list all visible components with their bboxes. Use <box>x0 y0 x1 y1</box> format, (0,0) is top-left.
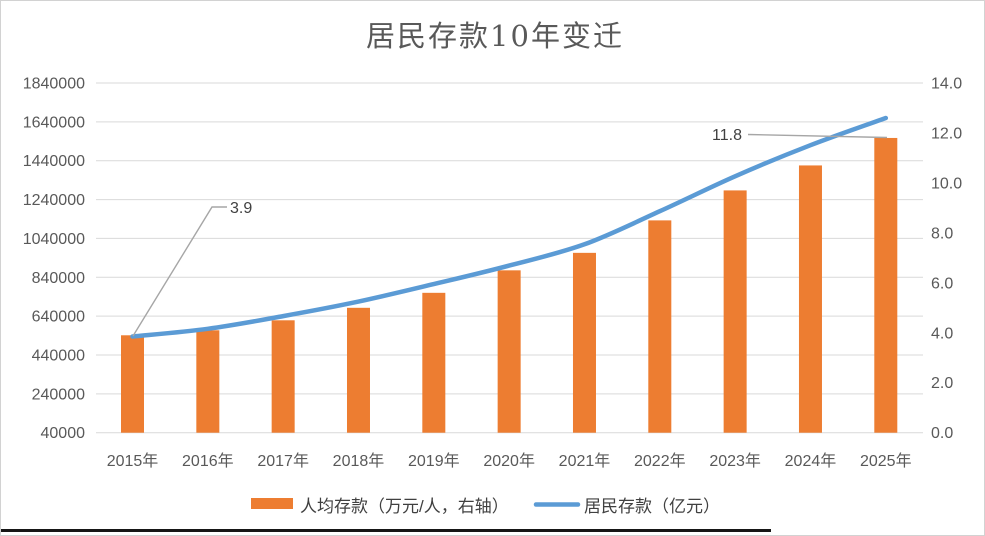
bar-2024年 <box>798 165 822 433</box>
bar-2017年 <box>271 320 295 433</box>
x-axis-tick-label: 2019年 <box>408 452 460 470</box>
right-axis-tick-label: 0.0 <box>931 425 953 442</box>
legend-bar-label: 人均存款（万元/人，右轴） <box>300 497 509 516</box>
left-axis-tick-label: 240000 <box>32 386 85 403</box>
left-axis-tick-label: 1640000 <box>23 114 85 131</box>
x-axis-tick-label: 2020年 <box>483 452 535 470</box>
right-axis-tick-label: 12.0 <box>931 125 962 142</box>
left-axis-tick-label: 1240000 <box>23 192 85 209</box>
left-axis-tick-label: 40000 <box>41 425 86 442</box>
left-axis-tick-label: 1840000 <box>23 76 85 93</box>
left-axis-tick-label: 440000 <box>32 347 85 364</box>
left-axis-labels: 40000 240000 440000 640000 840000 1040000 1240… <box>23 76 85 443</box>
x-axis-tick-label: 2017年 <box>257 452 309 470</box>
x-axis-tick-label: 2025年 <box>860 452 912 470</box>
window-bottom-edge <box>1 529 771 532</box>
x-axis-tick-label: 2022年 <box>634 452 686 470</box>
right-axis-tick-label: 4.0 <box>931 325 953 342</box>
annotation-label: 11.8 <box>712 127 742 144</box>
bar-2016年 <box>196 330 220 433</box>
bar-2018年 <box>346 307 370 433</box>
bar-2019年 <box>422 292 446 433</box>
chart-title: 居民存款10年变迁 <box>366 19 624 53</box>
right-axis-tick-label: 2.0 <box>931 375 953 392</box>
bar-2022年 <box>648 220 672 433</box>
right-axis-tick-label: 8.0 <box>931 225 953 242</box>
bar-2025年 <box>874 137 898 433</box>
bar-series <box>121 137 898 433</box>
left-axis-tick-label: 840000 <box>32 270 85 287</box>
line-series <box>130 115 889 339</box>
annotation-leader-line <box>132 206 227 337</box>
left-axis-tick-label: 1440000 <box>23 153 85 170</box>
annotation-label: 3.9 <box>230 200 252 217</box>
legend: 人均存款（万元/人，右轴） 居民存款（亿元） <box>251 497 720 516</box>
annotations: 3.9 11.8 <box>132 127 888 337</box>
right-axis-tick-label: 10.0 <box>931 175 962 192</box>
x-axis-tick-label: 2024年 <box>785 452 837 470</box>
bar-2021年 <box>572 252 596 433</box>
bar-2015年 <box>121 335 144 433</box>
legend-bar-swatch <box>251 498 293 509</box>
x-axis-labels: 2015年 2016年 2017年 2018年 2019年 2020年 2021年 2022年… <box>107 452 912 470</box>
x-axis-tick-label: 2016年 <box>182 452 234 470</box>
x-axis-tick-label: 2015年 <box>107 452 159 470</box>
x-axis-tick-label: 2021年 <box>559 452 611 470</box>
x-axis-tick-label: 2018年 <box>333 452 385 470</box>
right-axis-labels: 0.0 2.0 4.0 6.0 8.0 10.0 12.0 14.0 <box>931 76 962 443</box>
bar-2020年 <box>497 270 521 433</box>
x-axis-tick-label: 2023年 <box>709 452 761 470</box>
left-axis-tick-label: 640000 <box>32 309 85 326</box>
left-axis-tick-label: 1040000 <box>23 231 85 248</box>
right-axis-tick-label: 6.0 <box>931 275 953 292</box>
right-axis-tick-label: 14.0 <box>931 76 962 93</box>
annotation-leader-line <box>747 133 888 139</box>
legend-line-label: 居民存款（亿元） <box>584 497 720 516</box>
bar-2023年 <box>723 190 747 433</box>
